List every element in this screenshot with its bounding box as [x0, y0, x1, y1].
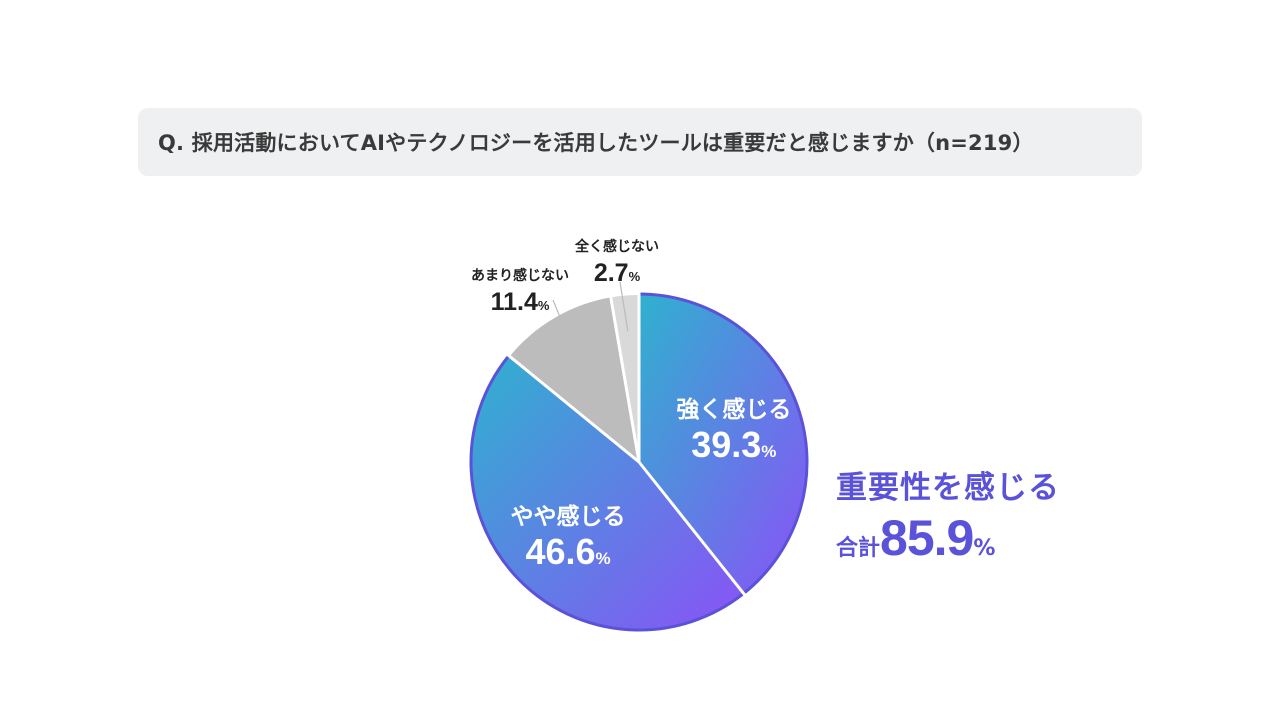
slice-label-name: やや感じる — [511, 503, 626, 530]
outer-value-number: 11.4 — [491, 288, 538, 316]
slice-label-value: 46.6% — [525, 531, 610, 572]
slice-strong — [637, 292, 809, 595]
outer-label-name: 全く感じない — [574, 238, 659, 255]
summary-label: 重要性を感じる — [836, 470, 1060, 506]
slice-value-unit: % — [596, 549, 611, 568]
leader-line — [552, 299, 574, 350]
summary-total-unit: % — [973, 536, 996, 561]
summary-total-prefix: 合計 — [836, 536, 881, 561]
summary-total: 合計85.9% — [836, 509, 1060, 567]
slice-label-value: 39.3% — [691, 424, 776, 465]
slice-value-number: 39.3 — [691, 424, 761, 465]
outer-value-number: 2.7 — [594, 259, 629, 287]
slice-separator — [637, 461, 747, 596]
summary-total-value: 85.9 — [880, 510, 974, 566]
slice-value-number: 46.6 — [525, 531, 595, 572]
slice-not-much — [507, 295, 640, 463]
outer-label-value: 2.7% — [594, 259, 641, 287]
slice-separator — [506, 353, 640, 464]
outer-value-unit: % — [629, 269, 641, 284]
outer-label-value: 11.4% — [491, 288, 550, 316]
question-text: Q. 採用活動においてAIやテクノロジーを活用したツールは重要だと感じますか（n… — [158, 131, 1034, 155]
outer-value-unit: % — [538, 298, 550, 313]
slice-label-name: 強く感じる — [676, 396, 791, 423]
leader-lines — [552, 281, 629, 350]
pie-slices — [469, 292, 809, 632]
question-banner: Q. 採用活動においてAIやテクノロジーを活用したツールは重要だと感じますか（n… — [138, 108, 1142, 176]
importance-summary: 重要性を感じる 合計85.9% — [836, 462, 1060, 567]
slice-somewhat — [469, 354, 746, 632]
outer-label-name: あまり感じない — [471, 267, 569, 284]
slice-value-unit: % — [761, 442, 776, 461]
leader-line — [619, 281, 629, 332]
slice-separator — [608, 294, 641, 463]
